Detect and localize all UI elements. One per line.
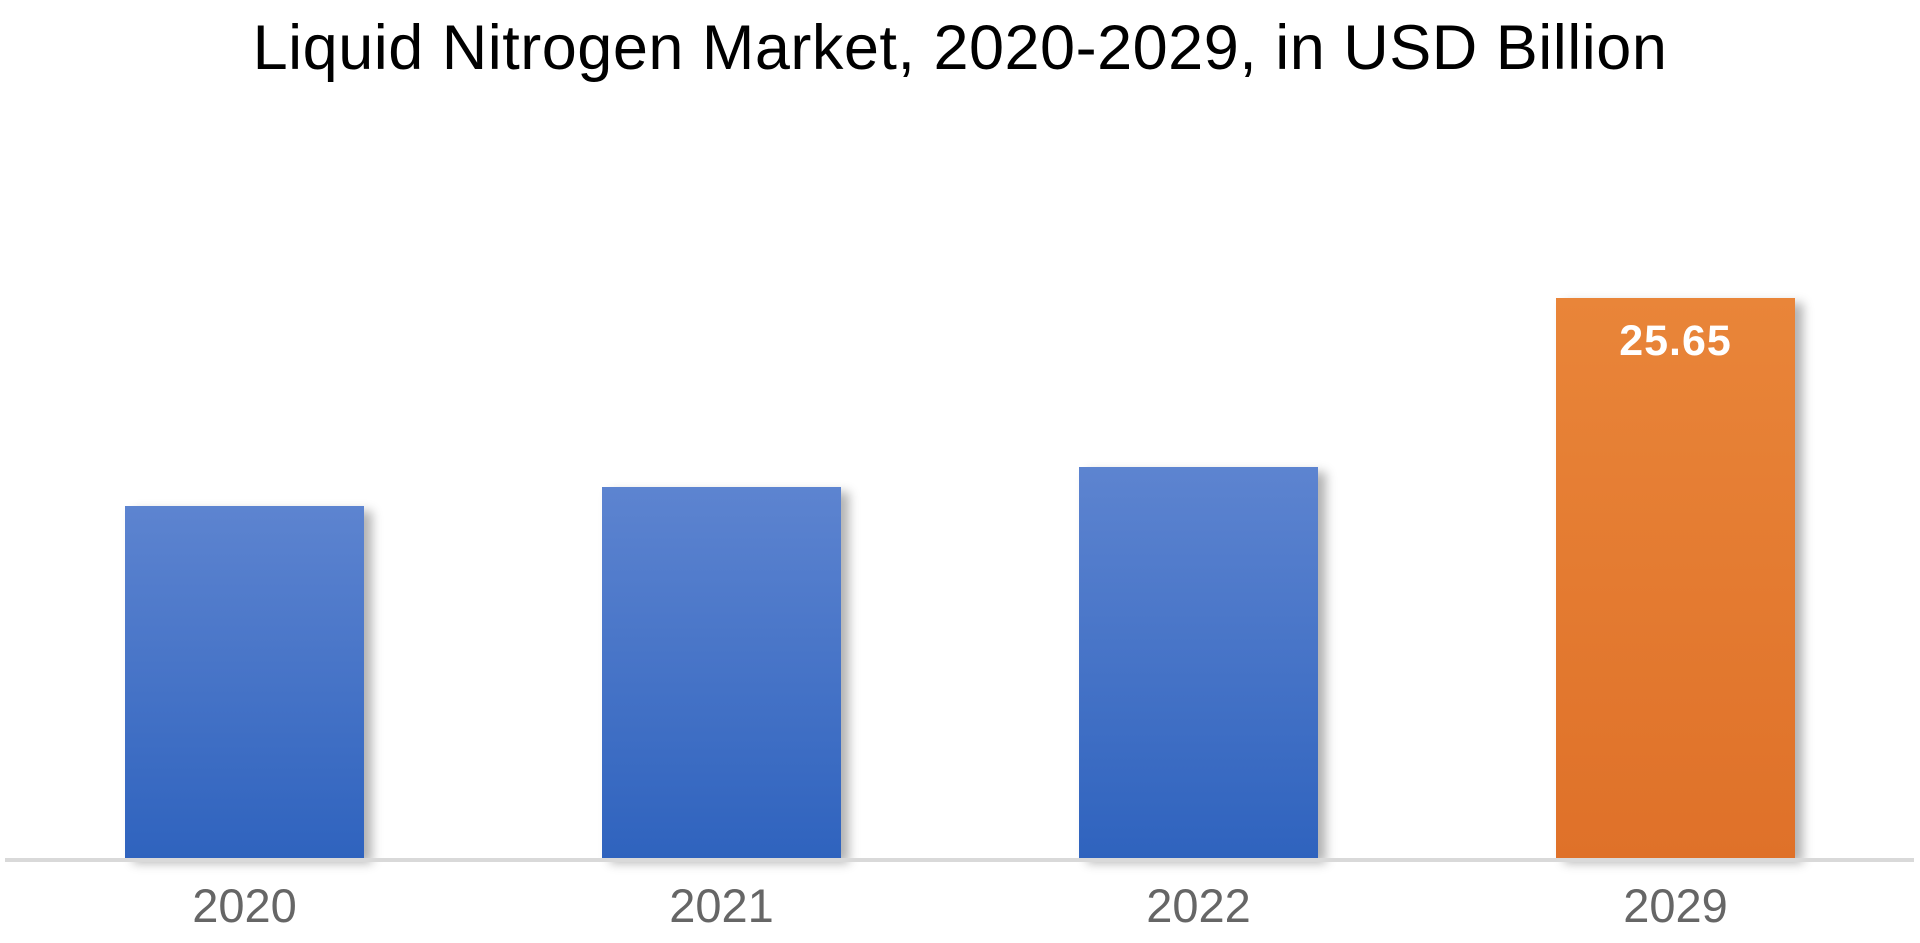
x-tick-label-2021: 2021 bbox=[669, 879, 774, 932]
x-tick-label-2020: 2020 bbox=[192, 879, 297, 932]
bar-data-label: 25.65 bbox=[1619, 317, 1732, 365]
x-axis-line bbox=[5, 858, 1914, 862]
x-tick-label-2029: 2029 bbox=[1623, 879, 1728, 932]
bar-2022 bbox=[1079, 467, 1318, 858]
x-tick-label-2022: 2022 bbox=[1146, 879, 1251, 932]
chart-title: Liquid Nitrogen Market, 2020-2029, in US… bbox=[252, 13, 1668, 83]
bar-2021 bbox=[602, 487, 841, 858]
bar-2029: 25.65 bbox=[1556, 298, 1795, 858]
bar-2020 bbox=[125, 506, 364, 858]
